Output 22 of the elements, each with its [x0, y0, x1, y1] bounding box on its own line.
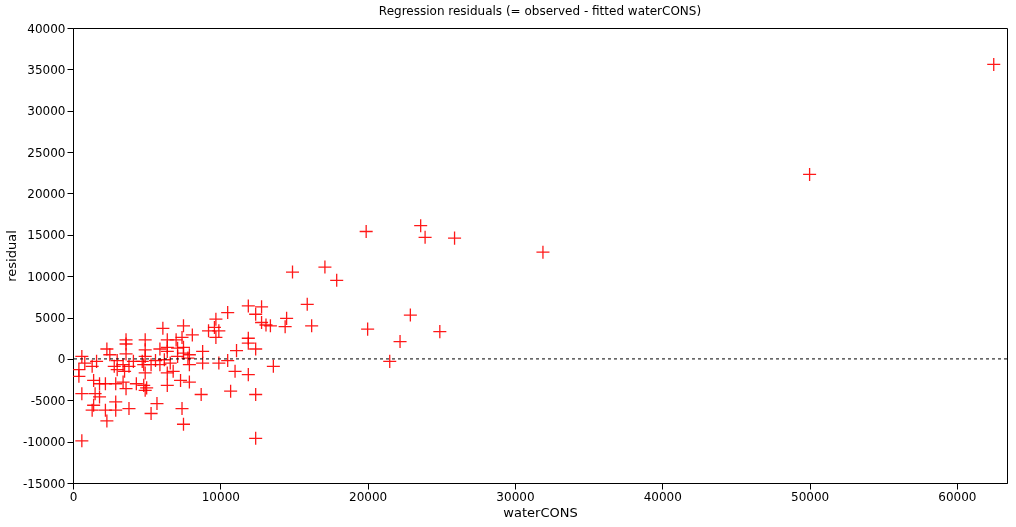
- x-tick-label: 60000: [938, 489, 977, 504]
- x-tick-label: 30000: [496, 489, 535, 504]
- y-tick-label: 40000: [27, 21, 66, 36]
- x-tick-label: 0: [69, 489, 78, 504]
- y-tick-label: 35000: [27, 62, 66, 77]
- x-axis-title: waterCONS: [503, 504, 578, 520]
- y-tick-label: 10000: [27, 269, 66, 284]
- y-tick-label: 15000: [27, 228, 66, 243]
- y-tick-label: -15000: [22, 476, 66, 491]
- chart-title: Regression residuals (= observed - fitted waterCONS): [378, 4, 702, 18]
- y-tick-label: 20000: [27, 186, 66, 201]
- y-tick-label: 0: [57, 352, 66, 367]
- x-tick-label: 50000: [791, 489, 830, 504]
- y-tick-label: -10000: [22, 435, 66, 450]
- y-tick-label: -5000: [30, 393, 66, 408]
- y-tick-label: 25000: [27, 145, 66, 160]
- y-tick-label: 5000: [34, 311, 66, 326]
- x-tick-label: 10000: [201, 489, 240, 504]
- x-tick-label: 20000: [349, 489, 388, 504]
- x-tick-label: 40000: [643, 489, 682, 504]
- y-axis-title: residual: [4, 230, 19, 282]
- y-tick-label: 30000: [27, 104, 66, 119]
